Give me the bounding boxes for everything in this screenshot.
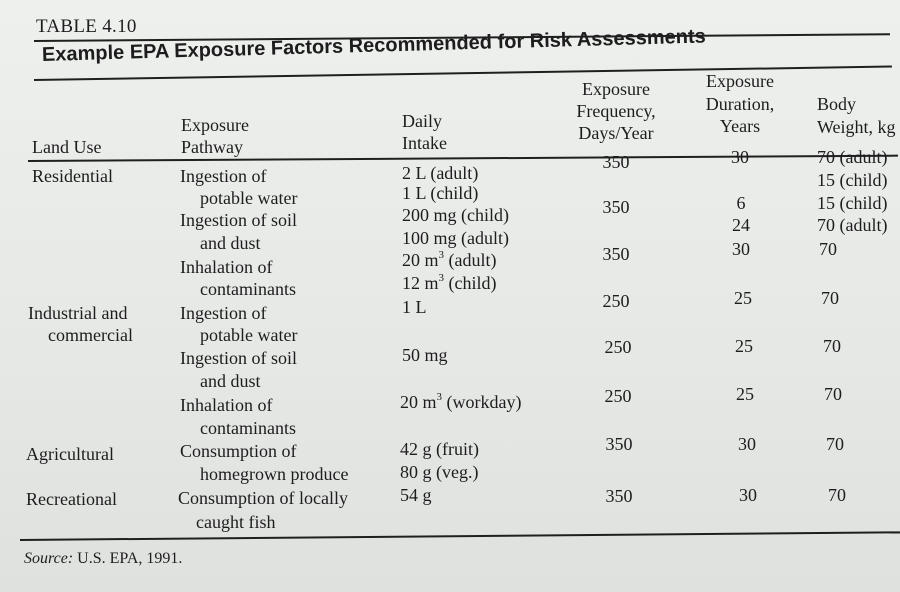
intake-agri-1: 42 g (fruit): [400, 439, 479, 459]
pathway-ind-water-2: potable water: [200, 325, 298, 345]
pathway-res-soil-1: Ingestion of soil: [180, 210, 297, 230]
pathway-res-inhal-1: Inhalation of: [180, 257, 273, 277]
pathway-ind-inhal-2: contaminants: [200, 418, 296, 438]
intake-res-1: 2 L (adult): [402, 163, 479, 183]
duration-value: 6: [736, 193, 746, 213]
frequency-value: 350: [602, 244, 630, 264]
land-use-industrial-1: Industrial and: [28, 303, 128, 323]
duration-value: 30: [732, 239, 750, 259]
frequency-value: 250: [604, 386, 632, 406]
header-duration-1: Exposure: [706, 71, 774, 91]
intake-res-5: 20 m3 (adult): [402, 249, 497, 271]
intake-res-6: 12 m3 (child): [402, 272, 497, 294]
intake-ind-1: 1 L: [402, 297, 427, 317]
header-frequency-2: Frequency,: [576, 101, 656, 121]
duration-value: 30: [738, 434, 756, 454]
body-weight-value: 70: [824, 384, 842, 404]
duration-value: 25: [734, 288, 752, 308]
frequency-value: 350: [602, 152, 630, 172]
table-bottom-rule: [19, 531, 900, 541]
duration-value: 30: [731, 147, 749, 167]
intake-ind-2: 50 mg: [402, 345, 448, 365]
header-exposure-pathway-1: Exposure: [181, 115, 249, 135]
header-frequency-3: Days/Year: [578, 123, 654, 143]
header-body-weight-1: Body: [817, 94, 857, 114]
body-weight-value: 70 (adult): [817, 147, 888, 167]
frequency-value: 350: [605, 486, 633, 506]
land-use-residential: Residential: [32, 166, 113, 186]
header-land-use: Land Use: [32, 137, 102, 157]
body-weight-value: 70: [821, 288, 839, 308]
pathway-res-inhal-2: contaminants: [200, 279, 296, 299]
intake-ind-3: 20 m3 (workday): [400, 391, 522, 413]
duration-value: 24: [732, 215, 750, 235]
pathway-ind-water-1: Ingestion of: [180, 303, 267, 323]
body-weight-value: 15 (child): [817, 170, 888, 190]
header-frequency-1: Exposure: [582, 79, 650, 99]
duration-value: 25: [735, 336, 753, 356]
frequency-value: 250: [604, 337, 632, 357]
pathway-rec-1: Consumption of locally: [178, 488, 348, 508]
intake-res-3: 200 mg (child): [402, 205, 509, 225]
land-use-agricultural: Agricultural: [26, 444, 114, 464]
header-duration-3: Years: [719, 116, 761, 136]
duration-value: 25: [736, 384, 754, 404]
frequency-value: 350: [602, 197, 630, 217]
body-weight-value: 70: [828, 485, 846, 505]
table-title: Example EPA Exposure Factors Recommended…: [41, 25, 707, 66]
body-weight-value: 70: [826, 434, 844, 454]
pathway-agri-2: homegrown produce: [200, 464, 349, 484]
header-daily-intake-1: Daily: [402, 111, 442, 131]
pathway-res-soil-2: and dust: [200, 233, 261, 253]
frequency-value: 250: [602, 291, 630, 311]
land-use-industrial-2: commercial: [48, 325, 133, 345]
pathway-res-water-2: potable water: [200, 188, 298, 208]
frequency-value: 350: [605, 434, 633, 454]
source-note: Source: U.S. EPA, 1991.: [24, 550, 183, 567]
intake-res-2: 1 L (child): [402, 183, 479, 203]
pathway-ind-soil-1: Ingestion of soil: [180, 348, 297, 368]
duration-value: 30: [739, 485, 757, 505]
table-number: TABLE 4.10: [36, 16, 137, 37]
intake-res-4: 100 mg (adult): [402, 228, 509, 248]
body-weight-value: 15 (child): [817, 193, 888, 213]
body-weight-value: 70: [823, 336, 841, 356]
intake-rec: 54 g: [400, 485, 432, 505]
pathway-ind-soil-2: and dust: [200, 371, 261, 391]
header-duration-2: Duration,: [705, 94, 775, 114]
pathway-rec-2: caught fish: [196, 512, 276, 532]
header-daily-intake-2: Intake: [402, 133, 447, 153]
header-body-weight-2: Weight, kg: [817, 117, 896, 137]
pathway-res-water-1: Ingestion of: [180, 166, 267, 186]
body-weight-value: 70 (adult): [817, 215, 888, 235]
header-exposure-pathway-2: Pathway: [181, 137, 243, 157]
intake-agri-2: 80 g (veg.): [400, 462, 479, 482]
pathway-ind-inhal-1: Inhalation of: [180, 395, 273, 415]
pathway-agri-1: Consumption of: [180, 441, 297, 461]
body-weight-value: 70: [819, 239, 837, 259]
land-use-recreational: Recreational: [26, 489, 117, 509]
